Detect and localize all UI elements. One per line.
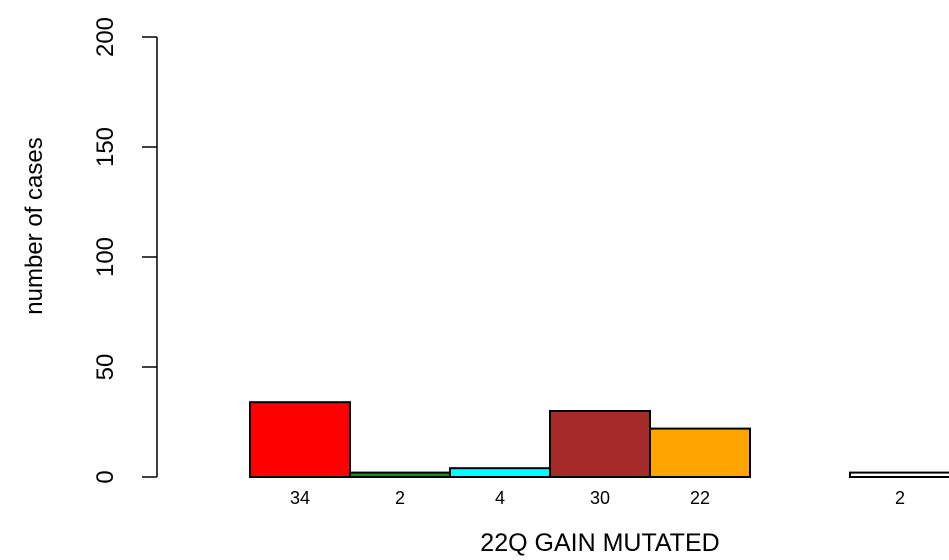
y-tick-label: 100 — [92, 237, 119, 277]
y-tick-label: 150 — [92, 127, 119, 167]
bar — [449, 467, 551, 479]
bar — [349, 471, 451, 479]
y-tick-label: 200 — [92, 17, 119, 57]
category-labels: 34 2 4 30 22 2 — [290, 488, 905, 508]
category-label: 2 — [395, 488, 405, 508]
bar — [849, 471, 949, 479]
y-axis: 0 50 100 150 200 — [92, 17, 158, 484]
bar — [549, 410, 651, 478]
bar — [249, 401, 351, 479]
bar — [649, 427, 751, 479]
bars — [249, 401, 949, 479]
x-axis-label: 22Q GAIN MUTATED — [480, 529, 719, 557]
y-ticks: 0 50 100 150 200 — [92, 17, 157, 484]
y-tick-label: 0 — [92, 470, 119, 483]
category-label: 2 — [895, 488, 905, 508]
category-label: 30 — [590, 488, 610, 508]
y-axis-label: number of cases — [21, 137, 48, 314]
category-label: 22 — [690, 488, 710, 508]
category-label: 4 — [495, 488, 505, 508]
y-tick-label: 50 — [92, 354, 119, 381]
category-label: 34 — [290, 488, 310, 508]
